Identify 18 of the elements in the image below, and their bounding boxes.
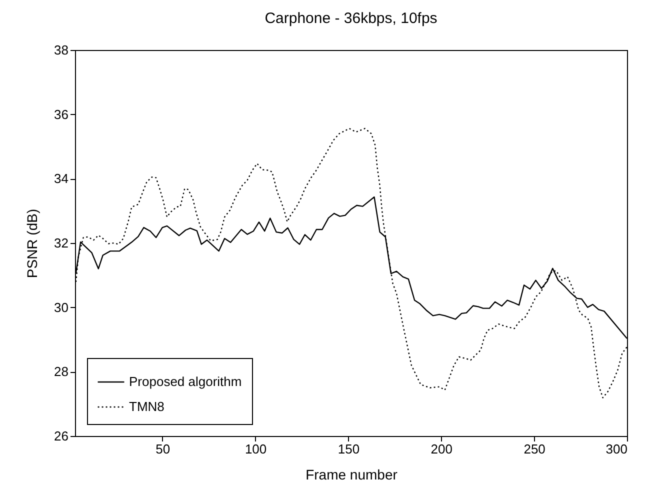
x-tick-label: 200: [430, 442, 452, 456]
y-tick-label: 38: [54, 42, 68, 58]
y-tick-label: 36: [54, 106, 68, 122]
x-tick-label: 150: [338, 442, 360, 456]
x-axis-title: Frame number: [306, 466, 398, 482]
legend-label: Proposed algorithm: [129, 374, 242, 389]
x-tick-label: 100: [244, 442, 267, 456]
chart-title: Carphone - 36kbps, 10fps: [264, 10, 438, 27]
y-tick-label: 34: [54, 171, 68, 186]
x-tick-label: 250: [524, 442, 546, 456]
x-tick-label: 300: [606, 442, 628, 456]
x-tick-label: 50: [156, 442, 170, 456]
y-tick-label: 26: [54, 428, 68, 444]
y-axis-title: PSNR (dB): [24, 208, 40, 278]
legend-label: TMN8: [129, 399, 164, 414]
y-tick-label: 28: [54, 364, 68, 380]
y-tick-label: 30: [54, 300, 68, 315]
y-tick-label: 32: [54, 236, 68, 250]
